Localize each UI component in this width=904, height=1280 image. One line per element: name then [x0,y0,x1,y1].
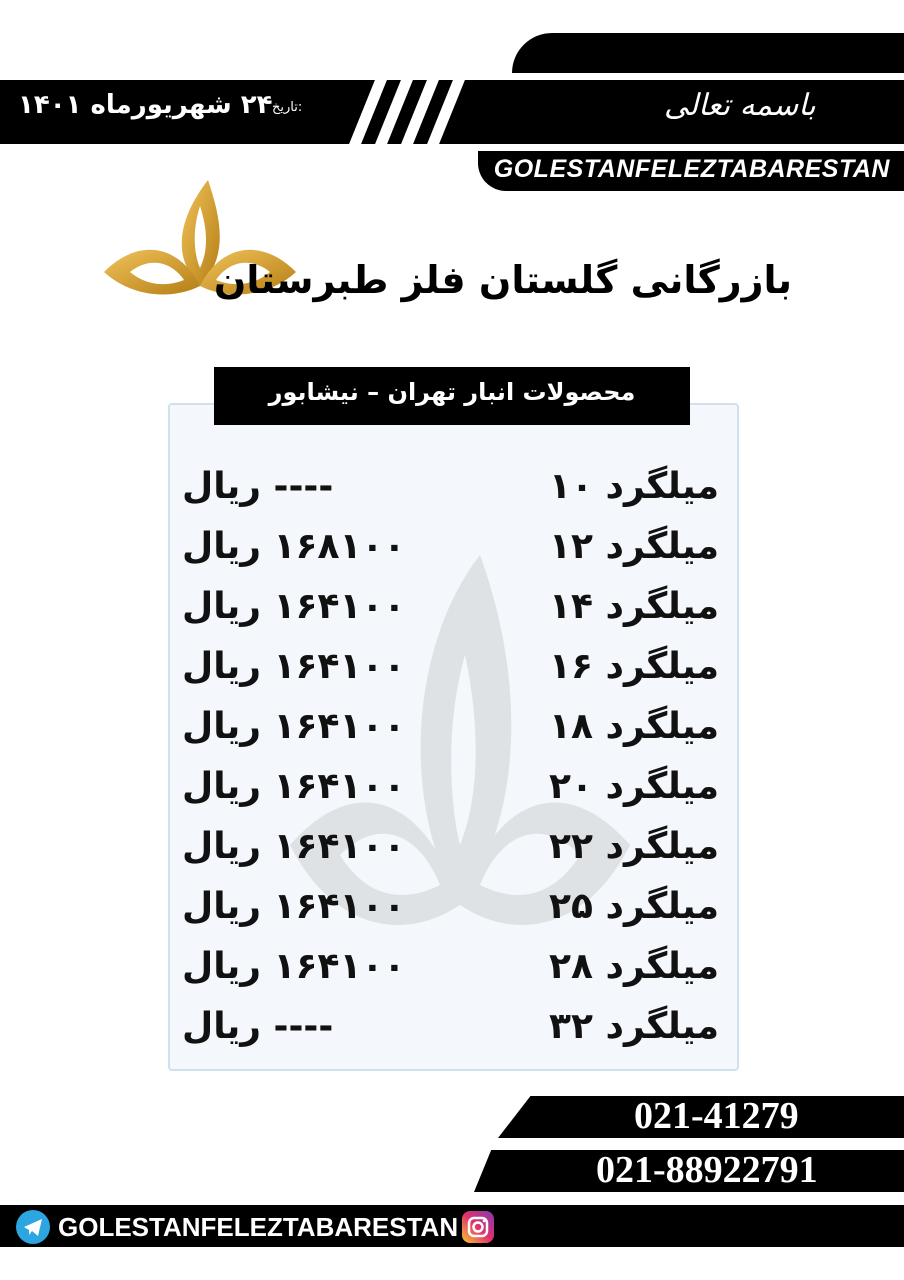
table-row: میلگرد ۱۴ ۱۶۴۱۰۰ ریال [170,580,733,640]
table-title: محصولات انبار تهران – نیشابور [268,378,636,406]
product-name: میلگرد ۳۲ [549,1006,719,1047]
top-decor-tab [512,33,904,73]
product-price: ۱۶۴۱۰۰ ریال [182,946,406,987]
phone1-bar [498,1096,904,1138]
product-name: میلگرد ۱۰ [549,466,719,507]
product-name: میلگرد ۱۸ [549,706,719,747]
product-price: ---- ریال [182,466,334,507]
phone2-bar [474,1150,904,1192]
product-price: ---- ریال [182,1006,334,1047]
product-price: ۱۶۴۱۰۰ ریال [182,886,406,927]
product-name: میلگرد ۱۲ [549,526,719,567]
table-row: میلگرد ۱۶ ۱۶۴۱۰۰ ریال [170,640,733,700]
product-price: ۱۶۴۱۰۰ ریال [182,706,406,747]
table-row: میلگرد ۱۸ ۱۶۴۱۰۰ ریال [170,700,733,760]
table-row: میلگرد ۱۰ ---- ریال [170,460,733,520]
date-label: تاریخ: [272,100,303,115]
table-row: میلگرد ۳۲ ---- ریال [170,1000,733,1060]
product-name: میلگرد ۲۸ [549,946,719,987]
table-row: میلگرد ۲۰ ۱۶۴۱۰۰ ریال [170,760,733,820]
product-name: میلگرد ۲۰ [549,766,719,807]
product-name: میلگرد ۲۲ [549,826,719,867]
brand-latin-name: GOLESTANFELEZTABARESTAN [493,155,890,183]
social-handle: GOLESTANFELEZTABARESTAN [58,1212,459,1242]
table-row: میلگرد ۱۲ ۱۶۸۱۰۰ ریال [170,520,733,580]
phone-number-1: 021-41279 [634,1095,799,1137]
product-price: ۱۶۴۱۰۰ ریال [182,646,406,687]
company-logo-icon [104,180,296,295]
telegram-icon [16,1210,50,1244]
product-price: ۱۶۸۱۰۰ ریال [182,526,406,567]
bismillah-calligraphy: باسمه تعالی [664,88,816,123]
phone-number-2: 021-88922791 [596,1149,818,1191]
brand-bar [478,151,904,191]
date-value: ۲۴ شهریورماه ۱۴۰۱ [18,90,273,120]
social-bar [0,1205,904,1247]
table-row: میلگرد ۲۵ ۱۶۴۱۰۰ ریال [170,880,733,940]
watermark-logo-icon [290,555,630,925]
table-title-bar [214,367,690,425]
product-name: میلگرد ۱۴ [549,586,719,627]
product-price: ۱۶۴۱۰۰ ریال [182,586,406,627]
table-row: میلگرد ۲۲ ۱۶۴۱۰۰ ریال [170,820,733,880]
company-name: بازرگانی گلستان فلز طبرستان [213,258,792,302]
table-row: میلگرد ۲۸ ۱۶۴۱۰۰ ریال [170,940,733,1000]
product-name: میلگرد ۲۵ [549,886,719,927]
instagram-icon [462,1211,494,1243]
product-name: میلگرد ۱۶ [549,646,719,687]
product-price: ۱۶۴۱۰۰ ریال [182,766,406,807]
product-price: ۱۶۴۱۰۰ ریال [182,826,406,867]
price-table [168,403,739,1071]
